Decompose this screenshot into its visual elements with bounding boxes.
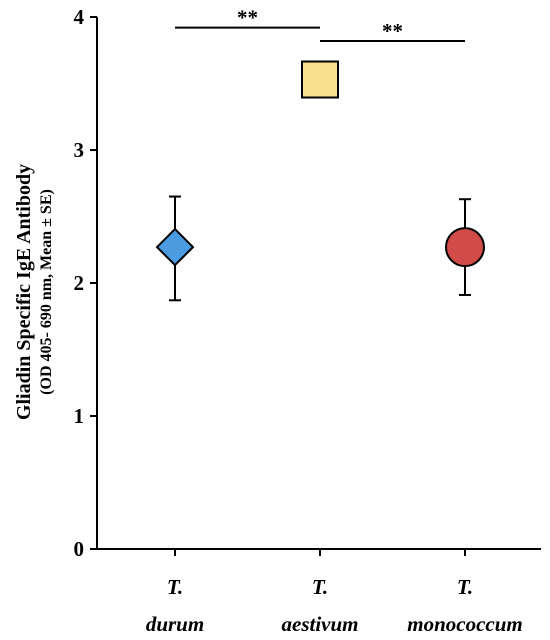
- x-tick-label-line1: T.: [167, 575, 183, 599]
- y-axis-title-group: Gliadin Specific IgE Antibody (OD 405- 6…: [13, 164, 55, 420]
- data-point-square: [301, 60, 339, 99]
- significance-label: **: [382, 19, 403, 43]
- x-tick-label-line1: T.: [457, 575, 473, 599]
- x-tick-label-line2: durum: [146, 612, 204, 636]
- x-tick-label-line2: aestivum: [282, 612, 359, 636]
- significance-label: **: [237, 6, 258, 30]
- data-point-circle: [445, 227, 485, 268]
- data-point-diamond: [155, 227, 195, 267]
- y-axis-subtitle: (OD 405- 690 nm, Mean ± SE): [38, 189, 55, 395]
- plot-area: 0 1 2 3 4 T. durum T. aestivum T. monococcum ** **: [74, 5, 541, 636]
- y-axis-title: Gliadin Specific IgE Antibody: [13, 164, 35, 420]
- y-tick-label: 4: [74, 5, 85, 29]
- y-tick-label: 3: [74, 138, 85, 162]
- y-tick-label: 1: [74, 404, 85, 428]
- y-tick-label: 2: [74, 271, 85, 295]
- x-tick-label-line1: T.: [312, 575, 328, 599]
- y-tick-label: 0: [74, 537, 85, 561]
- x-tick-label-line2: monococcum: [407, 612, 523, 636]
